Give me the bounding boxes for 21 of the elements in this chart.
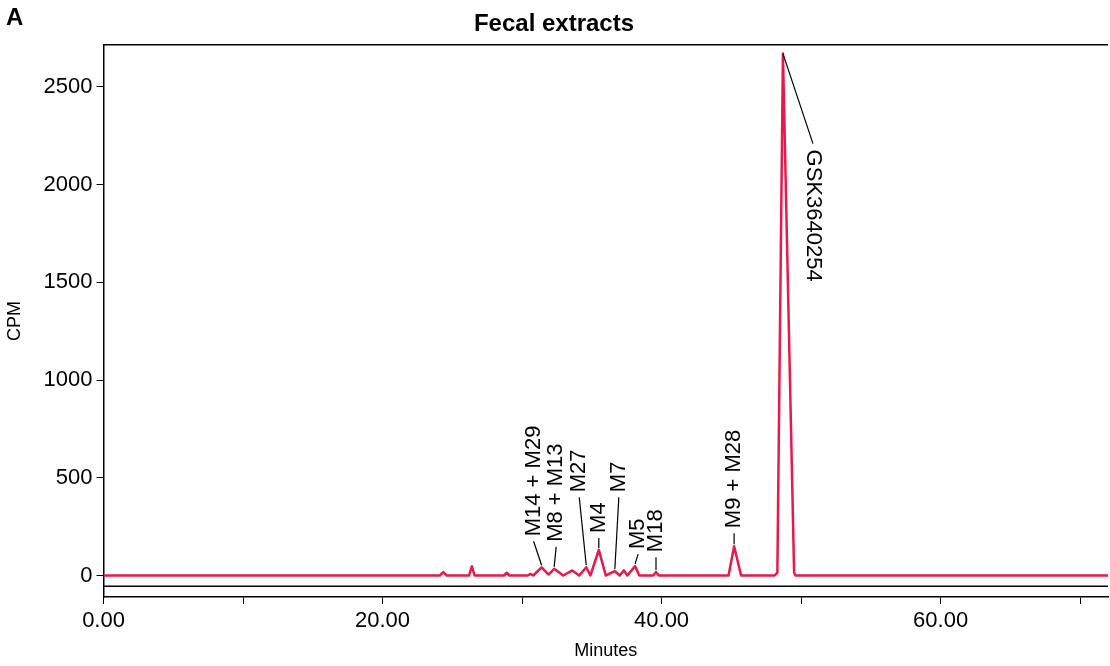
y-tick-label: 1000 bbox=[43, 366, 93, 392]
annotation: GSK3640254 bbox=[801, 149, 827, 282]
y-tick-label: 500 bbox=[55, 463, 93, 489]
annotation: M8 + M13 bbox=[542, 443, 568, 542]
chart-title: Fecal extracts bbox=[473, 9, 635, 37]
y-axis-title: CPM bbox=[3, 300, 24, 341]
y-tick-label: 2000 bbox=[43, 170, 93, 196]
text: A bbox=[6, 2, 24, 30]
x-tick-label: 40.00 bbox=[634, 607, 690, 633]
y-tick-label: 1500 bbox=[43, 268, 93, 294]
x-tick-label: 20.00 bbox=[355, 607, 411, 633]
annotation: M7 bbox=[604, 461, 630, 493]
x-axis-title: Minutes bbox=[574, 640, 638, 661]
y-tick-label: 2500 bbox=[43, 72, 93, 98]
y-tick-label: 0 bbox=[80, 561, 93, 587]
x-tick-label: 0.00 bbox=[82, 607, 125, 633]
annotation: M9 + M28 bbox=[720, 429, 746, 529]
x-tick-label: 60.00 bbox=[913, 607, 969, 633]
annotation: M27 bbox=[565, 449, 591, 493]
annotation: M4 bbox=[584, 502, 610, 533]
annotation: M14 + M29 bbox=[519, 425, 545, 537]
